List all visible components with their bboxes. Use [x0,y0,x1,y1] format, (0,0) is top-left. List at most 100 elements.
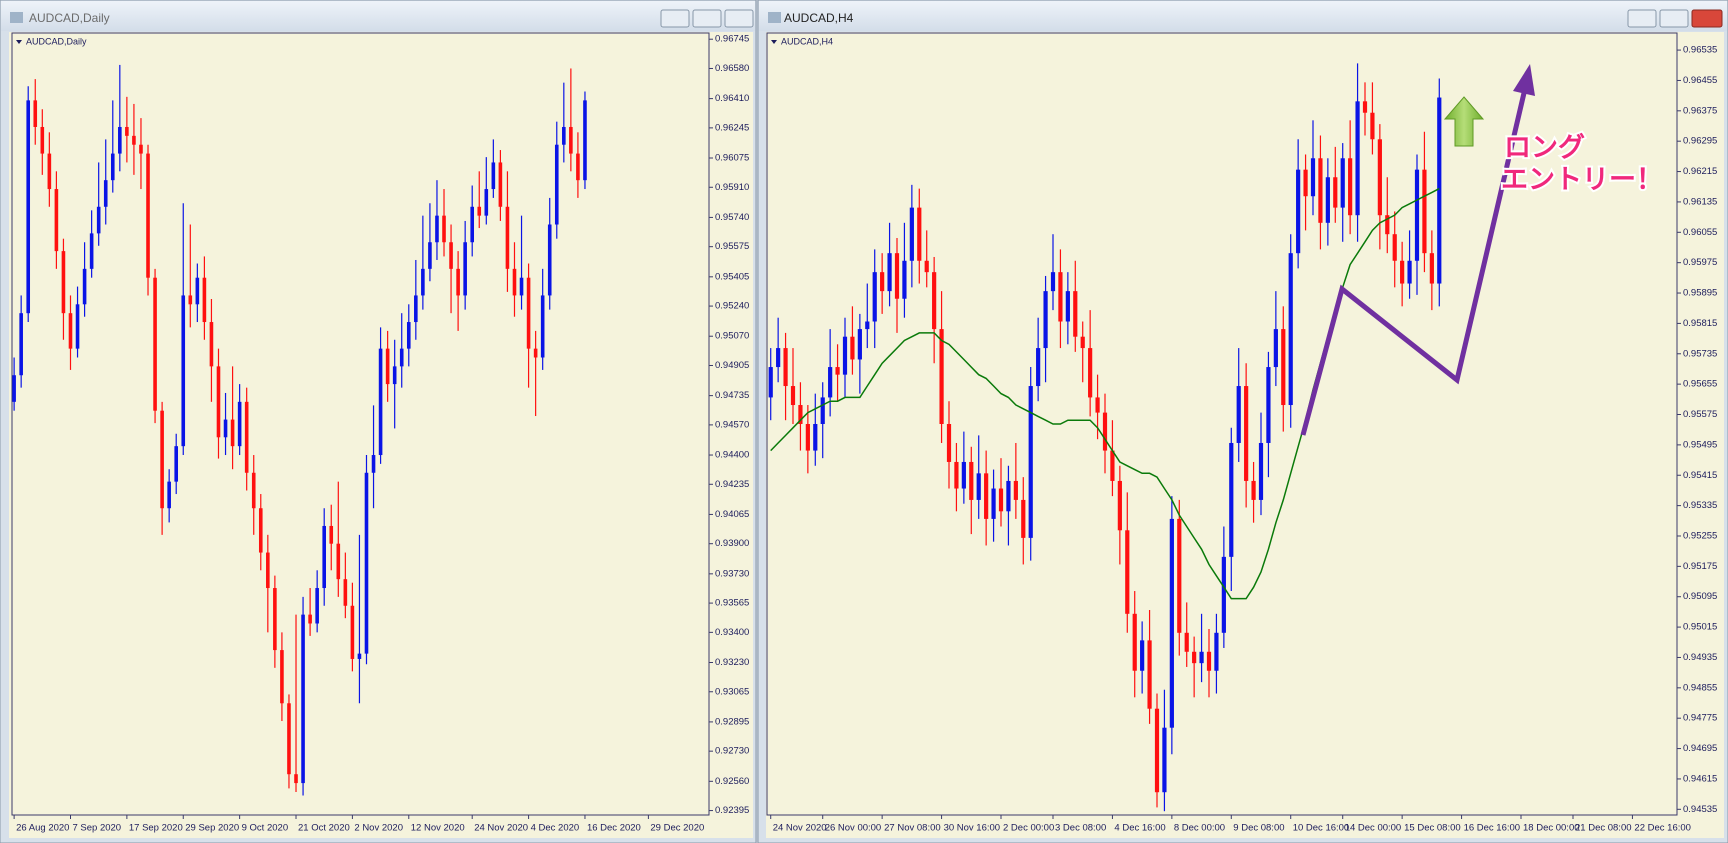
y-tick-label: 0.95335 [1683,500,1717,511]
candle-body [1184,632,1189,652]
y-tick-label: 0.95240 [715,301,749,312]
candle-body [1407,260,1412,284]
x-tick-label: 24 Nov 2020 [773,823,827,834]
candle-body [132,135,136,145]
candle-body [456,268,460,296]
y-tick-label: 0.95495 [1683,439,1717,450]
minimize-button[interactable] [1627,9,1657,28]
y-tick-label: 0.96535 [1683,45,1717,56]
close-button[interactable] [724,9,754,28]
candle-body [153,277,157,411]
candle-body [399,348,404,367]
candle-body [1162,727,1167,793]
candle-body [195,277,200,305]
x-tick-label: 3 Dec 08:00 [1055,823,1106,834]
y-tick-label: 0.94615 [1683,773,1717,784]
candle-body [103,180,108,207]
candle-body [160,410,164,509]
candle-body [1400,260,1405,284]
candle-body [1244,386,1249,481]
minimize-button[interactable] [660,9,690,28]
candle-body [1095,397,1100,413]
candle-body [1088,348,1093,398]
candle-body [1140,640,1145,671]
y-tick-label: 0.96055 [1683,227,1717,238]
window-title: AUDCAD,H4 [784,11,854,25]
candle-body [1021,499,1026,538]
candle-body [484,189,489,216]
y-tick-label: 0.96135 [1683,196,1717,207]
candle-body [273,588,277,651]
candle-body [865,321,870,330]
title-bar [1,1,755,31]
candle-body [1437,97,1442,284]
candle-body [828,367,833,398]
restore-button[interactable] [692,9,722,28]
candle-body [1340,158,1345,208]
candle-body [1348,158,1353,216]
y-tick-label: 0.93065 [715,686,749,697]
window-icon [768,12,781,23]
title-bar [759,1,1727,31]
candle-body [1177,518,1182,633]
y-tick-label: 0.93900 [715,538,749,549]
candle-body [540,295,545,358]
candle-body [1266,367,1271,443]
candle-body [336,543,341,580]
candle-body [1333,177,1338,208]
y-tick-label: 0.96295 [1683,136,1717,147]
candle-body [1214,632,1219,671]
candle-body [237,401,242,447]
candle-body [776,348,781,368]
candle-body [498,162,503,207]
candle-body [798,405,803,424]
candle-body [449,242,453,269]
x-tick-label: 21 Oct 2020 [298,823,350,834]
y-tick-label: 0.95815 [1683,318,1717,329]
x-tick-label: 12 Nov 2020 [411,823,465,834]
candle-body [329,525,334,544]
candle-body [258,508,263,553]
y-tick-label: 0.96580 [715,63,749,74]
candle-body [1132,613,1137,671]
x-tick-label: 30 Nov 16:00 [944,823,1001,834]
y-tick-label: 0.96455 [1683,75,1717,86]
candle-body [428,242,432,269]
close-button[interactable] [1691,9,1723,28]
candle-body [421,268,425,296]
symbol-marker [16,40,22,44]
y-tick-label: 0.95910 [715,182,749,193]
candle-body [547,224,552,296]
x-tick-label: 7 Sep 2020 [72,823,121,834]
candle-body [842,336,848,375]
candle-body [790,386,796,406]
candle-body [1117,480,1122,531]
candle-body [1013,480,1018,500]
candle-body [491,162,496,190]
y-tick-label: 0.94235 [715,479,749,490]
candle-body [82,268,87,305]
candle-body [1154,708,1160,793]
y-tick-label: 0.93730 [715,568,749,579]
x-tick-label: 16 Dec 16:00 [1464,823,1521,834]
candle-body [505,206,510,269]
candle-body [1414,169,1420,261]
candle-body [322,525,327,589]
y-tick-label: 0.93565 [715,598,749,609]
candle-body [1206,651,1212,671]
x-tick-label: 4 Dec 2020 [531,823,580,834]
plot-frame [766,32,1678,816]
candle-body [96,206,101,234]
candle-body [301,614,305,784]
candle-body [976,473,981,500]
candle-body [1296,169,1301,254]
candle-body [872,272,877,322]
x-tick-label: 14 Dec 00:00 [1345,823,1402,834]
candle-body [1370,112,1375,140]
candle-body [202,277,207,323]
candle-body [75,304,80,349]
y-tick-label: 0.94775 [1683,713,1717,724]
window-title: AUDCAD,Daily [29,11,110,25]
restore-button[interactable] [1659,9,1689,28]
y-tick-label: 0.92730 [715,746,749,757]
